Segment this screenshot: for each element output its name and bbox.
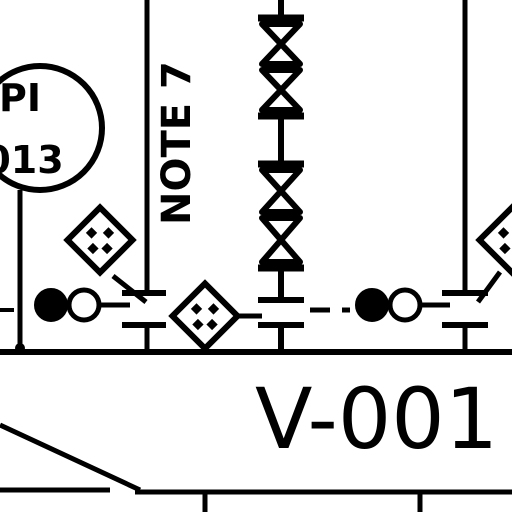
bowtie-valve-icon-lower xyxy=(259,67,303,113)
dot-pair-right xyxy=(355,287,423,323)
instrument-type-code: PI xyxy=(0,76,41,120)
diamond-flag-icon-right xyxy=(475,203,512,277)
open-circle-icon-right xyxy=(387,287,423,323)
instrument-bubble[interactable]: PI 013 xyxy=(0,63,105,193)
filled-circle-icon xyxy=(34,288,68,322)
instrument-loop-number: 013 xyxy=(0,138,64,182)
diamond-flag-icon-center xyxy=(168,279,242,353)
note-label: NOTE 7 xyxy=(154,61,200,225)
lower-diagonal xyxy=(0,422,142,493)
double-bar-break-icon-right xyxy=(442,290,488,350)
gate-valve-upper[interactable] xyxy=(258,14,304,120)
bowtie-valve-icon-3 xyxy=(259,215,303,265)
bowtie-valve-icon xyxy=(259,21,303,67)
diamond-flag-icon xyxy=(63,203,137,277)
double-bar-break-icon xyxy=(122,290,166,350)
filled-circle-icon-right xyxy=(355,288,389,322)
gate-valve-lower[interactable] xyxy=(258,160,304,272)
double-bar-break-icon-center xyxy=(258,297,304,350)
dot-pair-left xyxy=(34,287,102,323)
equipment-tag: V-001 xyxy=(255,370,498,468)
leader-line-right-diag xyxy=(475,270,503,304)
instrument-circle xyxy=(0,63,105,193)
leader-line-left xyxy=(111,274,148,304)
open-circle-icon xyxy=(66,287,102,323)
bowtie-valve-icon-2 xyxy=(259,167,303,215)
